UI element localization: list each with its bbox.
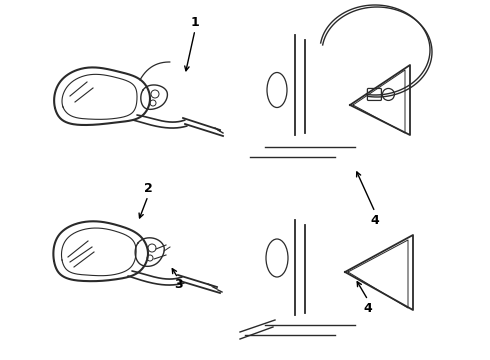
Text: 4: 4	[364, 302, 372, 315]
Text: 1: 1	[191, 15, 199, 28]
Ellipse shape	[267, 72, 287, 108]
Circle shape	[382, 89, 394, 100]
Text: 3: 3	[173, 279, 182, 292]
Text: 2: 2	[144, 181, 152, 194]
FancyBboxPatch shape	[368, 89, 381, 100]
Ellipse shape	[266, 239, 288, 277]
Text: 4: 4	[370, 213, 379, 226]
